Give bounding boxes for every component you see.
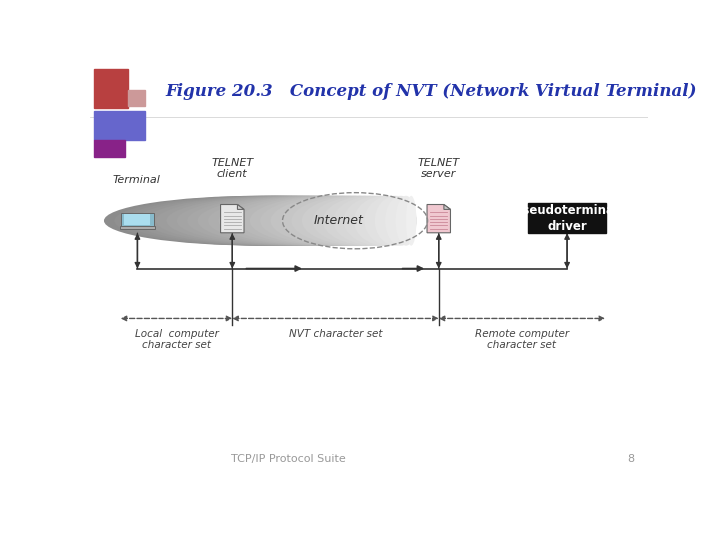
Ellipse shape (354, 196, 416, 246)
Polygon shape (238, 205, 244, 210)
Text: Terminal: Terminal (112, 176, 161, 185)
Polygon shape (220, 205, 244, 233)
Ellipse shape (135, 196, 416, 246)
Bar (94, 111, 145, 140)
Ellipse shape (312, 196, 416, 246)
Ellipse shape (156, 196, 416, 246)
Bar (94, 140, 125, 157)
Text: Figure 20.3   Concept of NVT (Network Virtual Terminal): Figure 20.3 Concept of NVT (Network Virt… (166, 83, 697, 100)
Ellipse shape (302, 196, 416, 246)
Ellipse shape (145, 196, 416, 246)
Text: TELNET
server: TELNET server (418, 158, 460, 179)
Bar (128, 90, 145, 106)
Ellipse shape (333, 196, 416, 246)
Ellipse shape (292, 196, 416, 246)
Ellipse shape (395, 196, 416, 246)
Text: Remote computer
character set: Remote computer character set (474, 329, 569, 350)
Text: TCP/IP Protocol Suite: TCP/IP Protocol Suite (230, 454, 346, 464)
Ellipse shape (364, 196, 416, 246)
Ellipse shape (385, 196, 416, 246)
Ellipse shape (208, 196, 416, 246)
Ellipse shape (260, 196, 416, 246)
Ellipse shape (343, 196, 416, 246)
Ellipse shape (177, 196, 416, 246)
Ellipse shape (323, 196, 416, 246)
Ellipse shape (229, 196, 416, 246)
Ellipse shape (219, 196, 416, 246)
Ellipse shape (406, 196, 416, 246)
Ellipse shape (125, 196, 416, 246)
Ellipse shape (239, 196, 416, 246)
Polygon shape (444, 205, 451, 210)
Text: NVT character set: NVT character set (289, 329, 382, 339)
Ellipse shape (166, 196, 416, 246)
Bar (528, 203, 606, 233)
Ellipse shape (187, 196, 416, 246)
Bar (94, 69, 128, 109)
Ellipse shape (271, 196, 416, 246)
Ellipse shape (114, 196, 416, 246)
Ellipse shape (375, 196, 416, 246)
Text: 8: 8 (627, 454, 634, 464)
Ellipse shape (281, 196, 416, 246)
Bar (120, 226, 156, 229)
Text: Pseudoterminal
driver: Pseudoterminal driver (515, 204, 619, 233)
Text: Internet: Internet (313, 214, 364, 227)
Ellipse shape (198, 196, 416, 246)
Bar (125, 214, 150, 225)
Text: Local  computer
character set: Local computer character set (135, 329, 218, 350)
Polygon shape (427, 205, 451, 233)
Ellipse shape (104, 196, 416, 246)
Ellipse shape (250, 196, 416, 246)
Text: TELNET
client: TELNET client (211, 158, 253, 179)
Bar (121, 213, 153, 226)
